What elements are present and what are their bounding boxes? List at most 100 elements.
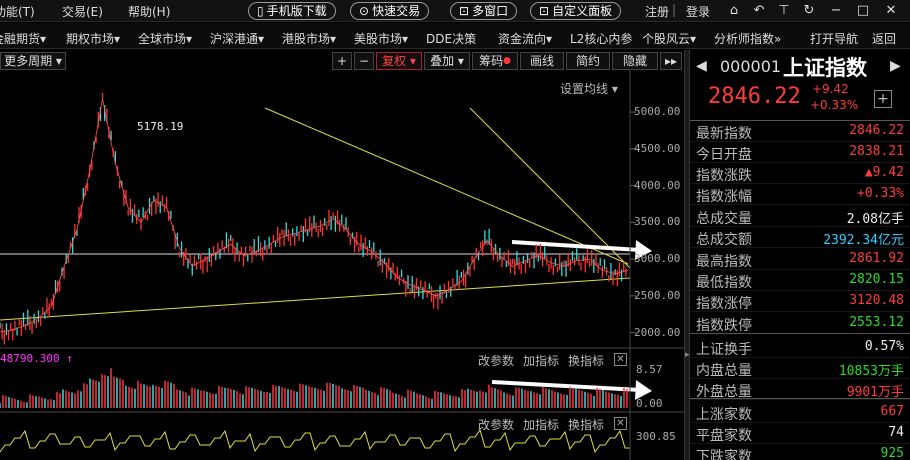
nav-item[interactable]: 沪深港通▾ xyxy=(210,32,265,46)
collapse-arrow-icon: ▸ xyxy=(685,350,690,360)
quote-row-7: 最低指数 2820.15 xyxy=(690,270,910,291)
arrow-line-price xyxy=(511,240,641,252)
prev-stock-icon[interactable]: ◀ xyxy=(696,58,707,74)
trend-lines xyxy=(0,107,652,400)
refresh-icon[interactable]: ↻ xyxy=(803,3,815,18)
nav-item[interactable]: 资金流向▾ xyxy=(498,32,553,46)
quote-label: 指数涨跌 xyxy=(696,168,752,184)
quote-label: 总成交量 xyxy=(696,211,752,227)
y-tick-label: 4000.00 xyxy=(634,178,681,192)
current-price: 2846.22 xyxy=(708,84,801,109)
quote-label: 总成交额 xyxy=(696,232,752,248)
period-dropdown[interactable]: 更多周期 ▾ xyxy=(0,52,66,70)
nav-item[interactable]: 期权市场▾ xyxy=(66,32,121,46)
change-indicator-link[interactable]: 换指标 xyxy=(568,418,605,432)
edit-params-link[interactable]: 改参数 xyxy=(478,354,515,368)
trade-icon: ⊙ xyxy=(359,4,370,18)
add-indicator-link[interactable]: 加指标 xyxy=(523,418,560,432)
maximize-icon[interactable]: □ xyxy=(856,3,870,18)
close-pane-icon[interactable]: ✕ xyxy=(614,353,627,366)
close-pane-icon[interactable]: ✕ xyxy=(614,417,627,430)
back-button[interactable]: 返回 xyxy=(872,32,897,46)
close-icon[interactable]: ✕ xyxy=(885,3,897,18)
menu-trade[interactable]: 交易(E) xyxy=(62,5,103,19)
window-icon: ⊡ xyxy=(459,4,470,18)
quote-row-6: 最高指数 2861.92 xyxy=(690,249,910,270)
y-tick-label: 4500.00 xyxy=(634,141,681,155)
index-chart xyxy=(0,70,684,460)
zoom-out-button[interactable]: − xyxy=(354,52,374,70)
overlay-dropdown[interactable]: 叠加 ▾ xyxy=(424,52,470,70)
volume-label: 48790.300 ↑ xyxy=(0,352,73,365)
nav-item[interactable]: 金融期货▾ xyxy=(0,32,47,46)
undo-icon[interactable]: ↶ xyxy=(753,3,765,18)
y-tick-label: 3500.00 xyxy=(634,215,681,229)
quote-value: 2.08亿手 xyxy=(846,212,904,227)
nav-item[interactable]: 港股市场▾ xyxy=(282,32,337,46)
register-link[interactable]: 注册 xyxy=(645,5,670,19)
menu-help[interactable]: 帮助(H) xyxy=(128,5,171,19)
chips-dot-icon: ● xyxy=(503,56,511,66)
panel-splitter[interactable]: ▸ xyxy=(684,50,690,460)
chart-grid xyxy=(630,111,636,334)
change-indicator-link[interactable]: 换指标 xyxy=(568,354,605,368)
add-watchlist-icon[interactable]: + xyxy=(874,90,892,108)
nav-item[interactable]: 全球市场▾ xyxy=(138,32,193,46)
quote-label: 指数跌停 xyxy=(696,318,752,334)
fuquan-dropdown[interactable]: 复权 ▾ xyxy=(376,52,422,70)
quote-label: 平盘家数 xyxy=(696,428,752,444)
custom-panel-button[interactable]: ⊡ 自定义面板 xyxy=(530,2,622,20)
phone-icon: ▯ xyxy=(257,4,264,18)
quick-trade-button[interactable]: ⊙ 快速交易 xyxy=(350,2,430,20)
quote-value: 74 xyxy=(888,425,904,440)
quote-label: 指数涨幅 xyxy=(696,189,752,205)
open-nav-button[interactable]: 打开导航 xyxy=(810,32,859,46)
quote-value: 2820.15 xyxy=(849,272,904,287)
quote-value: 2861.92 xyxy=(849,251,904,266)
expand-arrows-button[interactable]: ▸▸ xyxy=(660,52,682,70)
sub-tick-top: 300.85 xyxy=(636,430,676,443)
menu-function[interactable]: 功能(T) xyxy=(0,5,35,19)
next-stock-icon[interactable]: ▶ xyxy=(890,58,901,74)
chips-button[interactable]: 筹码● xyxy=(472,52,518,70)
minimize-icon[interactable]: − xyxy=(830,3,842,18)
nav-item[interactable]: DDE决策 xyxy=(426,32,477,46)
add-indicator-link[interactable]: 加指标 xyxy=(523,354,560,368)
arrow-head-volume xyxy=(635,380,652,400)
nav-item[interactable]: 分析师指数» xyxy=(714,32,782,46)
quote-row-4: 总成交量 2.08亿手 xyxy=(690,206,910,227)
y-tick-label: 2000.00 xyxy=(634,325,681,339)
hide-button[interactable]: 隐藏 xyxy=(612,52,658,70)
kline-chart-area[interactable]: 更多周期 ▾ + − 复权 ▾ 叠加 ▾ 筹码● 画线 简约 隐藏 ▸▸ 设置均… xyxy=(0,50,684,460)
quote-value: 2553.12 xyxy=(849,315,904,330)
home-icon[interactable]: ⌂ xyxy=(729,3,739,18)
quote-label: 最低指数 xyxy=(696,275,752,291)
resistance-line-short xyxy=(469,107,631,269)
quote-value: 2838.21 xyxy=(849,144,904,159)
login-link[interactable]: 登录 xyxy=(686,5,711,19)
draw-line-button[interactable]: 画线 xyxy=(520,52,564,70)
panel-separator xyxy=(690,398,910,399)
quote-label: 指数涨停 xyxy=(696,296,752,312)
nav-item[interactable]: 美股市场▾ xyxy=(354,32,409,46)
set-ma-dropdown[interactable]: 设置均线 ▾ xyxy=(560,82,618,96)
nav-item[interactable]: 个股风云▾ xyxy=(642,32,697,46)
peak-label: 5178.19 xyxy=(137,120,184,133)
edit-params-link[interactable]: 改参数 xyxy=(478,418,515,432)
quote-row-1: 今日开盘 2838.21 xyxy=(690,142,910,163)
mobile-download-button[interactable]: ▯ 手机版下载 xyxy=(248,2,336,20)
zoom-in-button[interactable]: + xyxy=(332,52,352,70)
quote-row-14: 平盘家数 74 xyxy=(690,423,910,444)
volume-tick-top: 8.57 xyxy=(636,363,663,376)
y-tick-label: 2500.00 xyxy=(634,288,681,302)
price-change: +9.42 xyxy=(812,82,849,96)
quote-label: 外盘总量 xyxy=(696,384,752,400)
nav-item[interactable]: L2核心内参 xyxy=(570,32,633,46)
quote-row-15: 下跌家数 925 xyxy=(690,444,910,460)
shirt-icon[interactable]: ⊤ xyxy=(778,3,790,18)
price-line xyxy=(0,98,629,333)
y-tick-label: 3000.00 xyxy=(634,252,681,266)
multi-window-button[interactable]: ⊡ 多窗口 xyxy=(450,2,518,20)
simple-button[interactable]: 简约 xyxy=(566,52,610,70)
quote-value: +0.33% xyxy=(857,186,904,201)
